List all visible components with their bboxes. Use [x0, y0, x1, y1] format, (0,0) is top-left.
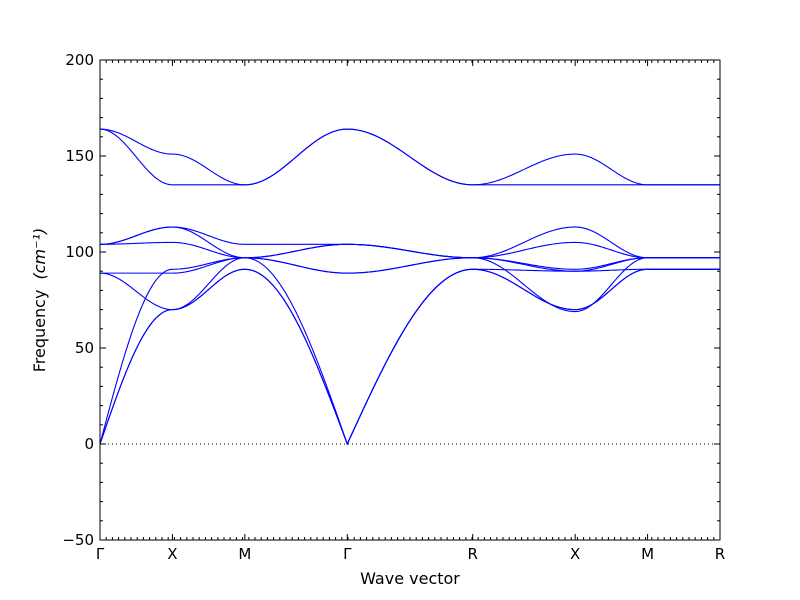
plot-area — [100, 60, 720, 540]
y-axis-label: Frequency (cm⁻¹) — [30, 228, 49, 372]
y-tick-label: 100 — [65, 243, 94, 261]
band-line-3 — [99, 257, 720, 446]
y-tick-label: 0 — [84, 435, 94, 453]
x-tick-label: M — [641, 545, 654, 563]
plot-frame — [99, 59, 721, 541]
x-tick-label: Γ — [343, 545, 352, 563]
x-tick-label: X — [570, 545, 580, 563]
x-tick-label: M — [238, 545, 251, 563]
y-tick-label: −50 — [62, 531, 94, 549]
x-tick-label: R — [715, 545, 725, 563]
band-line-8 — [99, 226, 720, 270]
x-tick-label: X — [167, 545, 177, 563]
y-tick-label: 150 — [65, 147, 94, 165]
x-tick-label: Γ — [96, 545, 105, 563]
band-line-10 — [99, 128, 720, 186]
x-tick-label: R — [468, 545, 478, 563]
band-line-5 — [99, 257, 720, 313]
y-axis-label-text: Frequency — [30, 290, 49, 373]
x-axis-label: Wave vector — [360, 569, 460, 588]
y-axis-label-unit: (cm⁻¹) — [30, 228, 49, 280]
y-tick-label: 50 — [75, 339, 94, 357]
series-layer — [99, 128, 720, 446]
y-tick-label: 200 — [65, 51, 94, 69]
